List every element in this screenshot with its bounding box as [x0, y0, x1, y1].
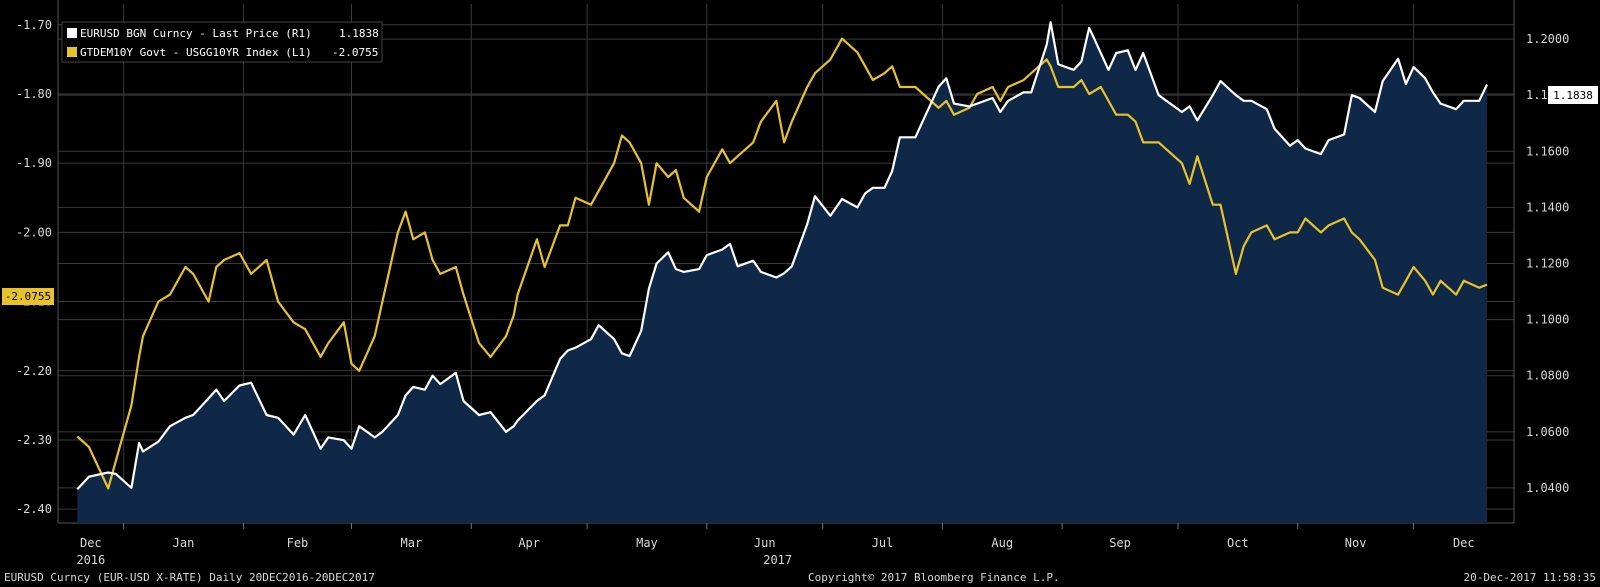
spread-series-line [76, 37, 1488, 490]
legend-background [61, 21, 383, 63]
eurusd-area-fill [77, 22, 1487, 523]
legend: EURUSD BGN Curncy - Last Price (R1) 1.18… [61, 21, 383, 63]
right-tick-label: 1.1200 [1526, 257, 1569, 271]
month-label: Apr [518, 536, 540, 550]
left-tick-label: -1.90 [16, 156, 52, 170]
right-tick-label: 1.1000 [1526, 313, 1569, 327]
badge-left: -2.0755 [2, 288, 54, 305]
footer-right: 20-Dec-2017 11:58:35 [1464, 571, 1596, 584]
footer-center: Copyright© 2017 Bloomberg Finance L.P. [808, 571, 1060, 584]
right-tick-label: 1.0800 [1526, 369, 1569, 383]
month-label: Nov [1345, 536, 1367, 550]
footer: EURUSD Curncy (EUR-USD X-RATE) Daily 20D… [4, 571, 1596, 584]
legend-value-spread: -2.0755 [332, 46, 378, 59]
badge-left-box [2, 288, 54, 305]
right-axis: 1.20001.18001.16001.14001.12001.10001.08… [1526, 32, 1569, 495]
month-label: Dec [1453, 536, 1475, 550]
legend-swatch-eurusd [67, 28, 77, 38]
left-tick-label: -1.80 [16, 87, 52, 101]
year-label: 2016 [76, 553, 105, 567]
left-tick-label: -2.00 [16, 225, 52, 239]
month-label: Oct [1227, 536, 1249, 550]
left-tick-label: -2.30 [16, 433, 52, 447]
left-tick-label: -2.40 [16, 502, 52, 516]
year-label: 2017 [763, 553, 792, 567]
month-label: Aug [991, 536, 1013, 550]
right-tick-label: 1.2000 [1526, 32, 1569, 46]
badge-right-text: 1.1838 [1553, 89, 1593, 102]
right-tick-label: 1.0400 [1526, 481, 1569, 495]
eurusd-area [77, 22, 1487, 523]
badge-right-box [1548, 86, 1598, 104]
left-tick-label: -2.20 [16, 364, 52, 378]
footer-left: EURUSD Curncy (EUR-USD X-RATE) Daily 20D… [4, 571, 375, 584]
legend-value-eurusd: 1.1838 [339, 27, 379, 40]
month-label: Jun [754, 536, 776, 550]
month-label: Sep [1109, 536, 1131, 550]
right-tick-label: 1.1600 [1526, 144, 1569, 158]
month-label: May [636, 536, 658, 550]
month-label: Feb [287, 536, 309, 550]
right-tick-label: 1.0600 [1526, 425, 1569, 439]
month-label: Dec [80, 536, 102, 550]
eurusd-series-line [76, 21, 1488, 491]
badge-right: 1.1838 [1548, 86, 1598, 104]
legend-label-spread: GTDEM10Y Govt - USGG10YR Index (L1) [80, 46, 312, 59]
month-label: Jan [173, 536, 195, 550]
badge-left-text: -2.0755 [5, 290, 51, 303]
left-tick-label: -1.70 [16, 18, 52, 32]
month-label: Jul [872, 536, 894, 550]
right-tick-label: 1.1400 [1526, 200, 1569, 214]
x-axis: Dec 2016 Jan Feb Mar Apr May Jun 2017 Jul Aug Sep Oc… [76, 523, 1475, 567]
legend-swatch-spread [67, 47, 77, 57]
legend-label-eurusd: EURUSD BGN Curncy - Last Price (R1) [80, 27, 312, 40]
month-label: Mar [401, 536, 423, 550]
series-lines [76, 21, 1488, 491]
